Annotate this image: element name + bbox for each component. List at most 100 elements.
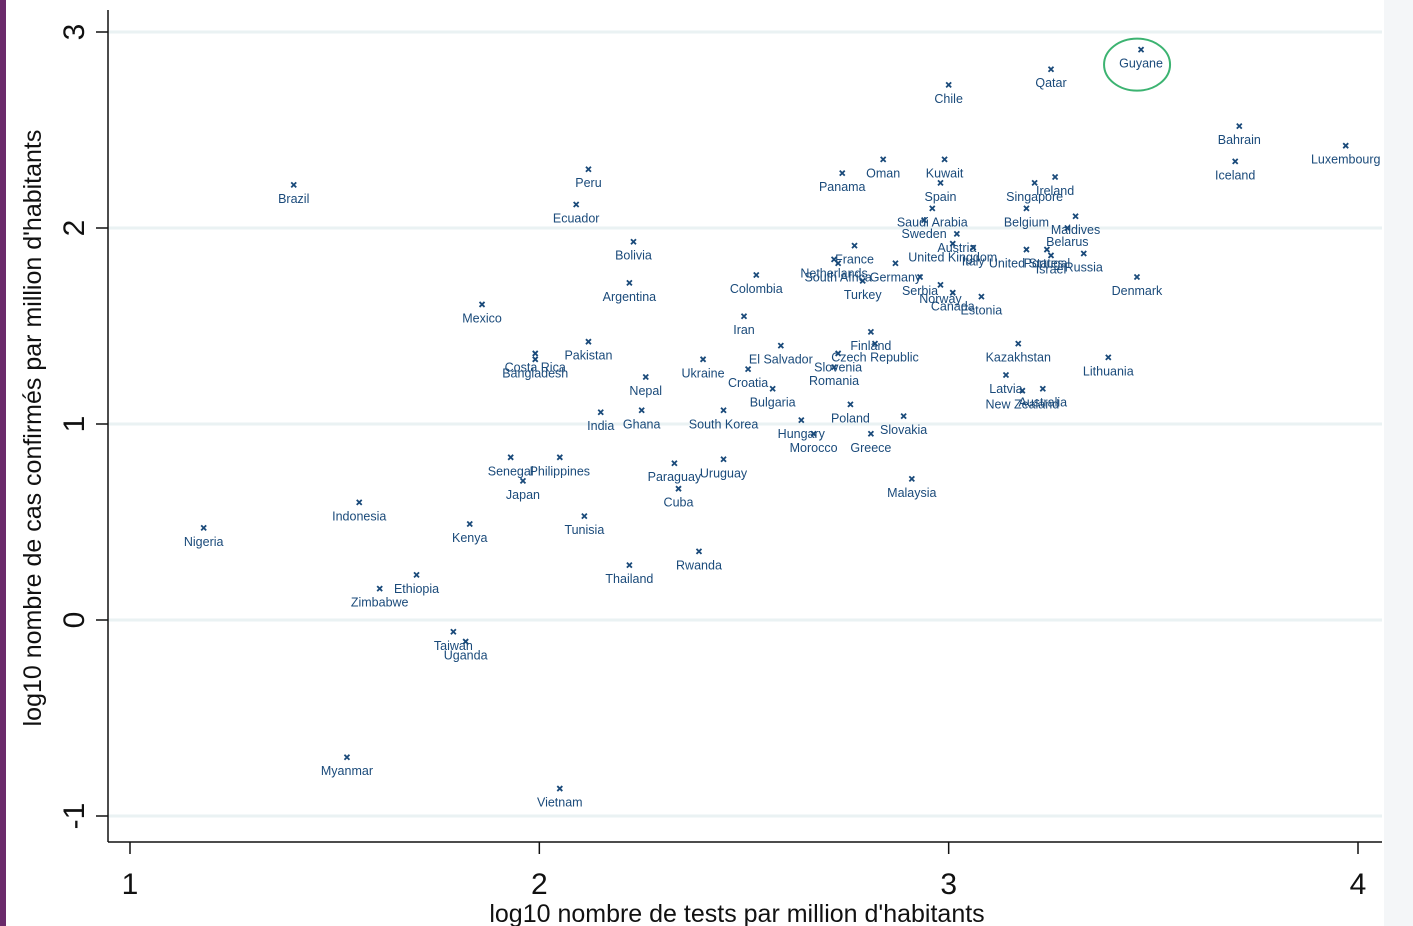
gridlines [108, 30, 1382, 818]
point-label: Kuwait [926, 166, 964, 180]
data-point [597, 409, 604, 416]
data-point [937, 179, 944, 187]
data-point [1031, 179, 1038, 187]
point-label: Latvia [989, 382, 1022, 396]
data-points [200, 46, 1349, 792]
left-border-bar [0, 0, 6, 926]
data-point [953, 230, 960, 238]
point-label: Australia [1018, 396, 1067, 410]
point-label: Brazil [278, 192, 309, 206]
data-point [466, 520, 473, 528]
point-label: Nepal [629, 384, 662, 398]
axes [96, 10, 1382, 854]
data-point [1072, 213, 1079, 220]
point-label: Vietnam [537, 796, 583, 810]
data-point [1137, 46, 1145, 53]
point-label: Malaysia [887, 486, 936, 500]
point-label: South Africa [804, 270, 871, 284]
data-point [937, 281, 944, 288]
point-label: Sweden [902, 227, 947, 241]
point-label: Bolivia [615, 249, 652, 263]
data-point [200, 524, 207, 532]
data-point [920, 217, 928, 224]
point-label: Qatar [1035, 76, 1066, 90]
point-label: Paraguay [648, 470, 702, 484]
x-tick-label: 1 [122, 868, 139, 901]
data-point [638, 407, 645, 414]
data-point [343, 754, 351, 761]
data-point [740, 313, 748, 320]
data-point [720, 407, 727, 414]
point-label: Myanmar [321, 764, 373, 778]
right-margin-strip [1384, 0, 1413, 926]
highlight-circle [1103, 37, 1172, 92]
point-label: Serbia [902, 284, 938, 298]
data-point [585, 338, 592, 345]
data-point [626, 279, 633, 287]
point-label: Portugal [1024, 257, 1071, 271]
data-point [626, 561, 633, 569]
data-point [871, 340, 879, 347]
point-label: Thailand [605, 572, 653, 586]
data-point [376, 585, 383, 592]
x-axis-title: log10 nombre de tests par million d'habi… [489, 900, 984, 926]
point-label: Estonia [961, 304, 1003, 318]
point-label: Taiwan [434, 639, 473, 653]
data-point [1023, 246, 1030, 253]
point-label: Croatia [728, 376, 768, 390]
data-point [949, 289, 956, 296]
point-label: Iran [733, 323, 755, 337]
data-point [900, 413, 907, 420]
point-label: Nigeria [184, 535, 224, 549]
data-point [847, 401, 854, 408]
y-tick-label: 3 [58, 24, 91, 41]
tick-labels: -1 0 1 2 3 1 2 3 4 [58, 24, 1366, 901]
data-point [1015, 340, 1022, 347]
point-label: Bulgaria [750, 396, 796, 410]
point-label: Mexico [462, 311, 502, 325]
data-point [830, 364, 838, 371]
y-axis-title: log10 nombre de cas confirmés par millio… [19, 130, 47, 727]
x-tick-label: 3 [940, 868, 957, 901]
point-label: Russia [1065, 260, 1103, 274]
point-label: Philippines [530, 464, 590, 478]
point-label: Chile [934, 92, 963, 106]
point-label: Lithuania [1083, 364, 1134, 378]
point-label: Morocco [790, 441, 838, 455]
point-label: Ethiopia [394, 582, 439, 596]
data-point [1002, 371, 1010, 379]
data-point [630, 238, 637, 245]
point-label: New Zealand [986, 398, 1060, 412]
data-point [1039, 385, 1046, 392]
data-point [450, 628, 457, 635]
data-point [462, 638, 469, 645]
data-point [413, 571, 420, 579]
data-point [810, 430, 817, 437]
point-label: Rwanda [676, 558, 722, 572]
point-label: Slovenia [814, 360, 862, 374]
data-point [532, 350, 539, 357]
data-point [1043, 246, 1051, 253]
point-label: Uganda [444, 649, 488, 663]
data-point [478, 301, 486, 308]
point-label: Panama [819, 180, 866, 194]
data-point [356, 499, 363, 506]
point-label: Uruguay [700, 466, 748, 480]
data-point [699, 356, 707, 363]
y-tick-label: 0 [58, 612, 91, 629]
data-point [839, 169, 846, 177]
point-label: France [835, 253, 874, 267]
point-label: Oman [866, 166, 900, 180]
point-label: Senegal [488, 464, 534, 478]
point-label: Bangladesh [502, 366, 568, 380]
point-label: Cuba [664, 496, 694, 510]
point-label: Turkey [844, 288, 882, 302]
data-point [1080, 250, 1087, 257]
data-point [908, 475, 915, 483]
data-point [1342, 142, 1349, 149]
data-point [507, 454, 514, 461]
point-label: Guyane [1119, 57, 1163, 71]
data-point [753, 271, 760, 279]
y-tick-label: -1 [58, 803, 91, 830]
data-point [671, 460, 678, 467]
